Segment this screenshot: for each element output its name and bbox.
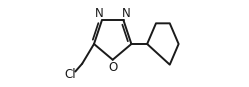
Text: N: N bbox=[95, 7, 103, 20]
Text: Cl: Cl bbox=[64, 68, 76, 81]
Text: O: O bbox=[108, 61, 117, 74]
Text: N: N bbox=[122, 7, 131, 20]
